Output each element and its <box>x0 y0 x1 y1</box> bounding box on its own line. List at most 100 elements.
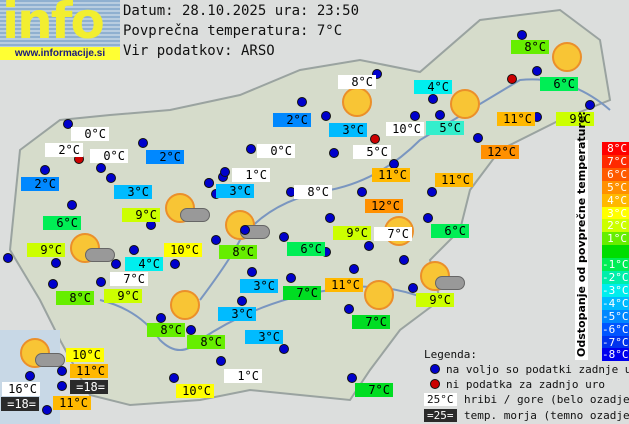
station-dot-icon[interactable] <box>25 371 35 381</box>
river <box>199 78 611 301</box>
station-dot-icon[interactable] <box>63 119 73 129</box>
station-dot-icon[interactable] <box>240 225 250 235</box>
station-dot-icon[interactable] <box>297 97 307 107</box>
station-dot-icon[interactable] <box>286 273 296 283</box>
average-temperature: Povprečna temperatura: 7°C <box>123 23 343 39</box>
station-dot-icon[interactable] <box>372 69 382 79</box>
station-dot-icon[interactable] <box>42 405 52 415</box>
temperature-label: 9°C <box>122 208 160 222</box>
temperature-label: 11°C <box>70 364 108 378</box>
scale-cell: -5°C <box>602 309 629 323</box>
station-dot-icon[interactable] <box>435 110 445 120</box>
legend-red-dot-icon <box>430 379 440 389</box>
temperature-label: 3°C <box>114 185 152 199</box>
temperature-label: 11°C <box>53 396 91 410</box>
temperature-label: 5°C <box>353 145 391 159</box>
station-dot-icon[interactable] <box>399 255 409 265</box>
station-dot-icon[interactable] <box>220 167 230 177</box>
station-dot-icon[interactable] <box>40 165 50 175</box>
station-dot-icon[interactable] <box>532 66 542 76</box>
station-missing-dot-icon[interactable] <box>370 134 380 144</box>
sun-icon <box>342 87 372 117</box>
temperature-label: 6°C <box>431 224 469 238</box>
station-dot-icon[interactable] <box>51 258 61 268</box>
station-dot-icon[interactable] <box>204 178 214 188</box>
station-dot-icon[interactable] <box>517 30 527 40</box>
legend-title: Legenda: <box>424 348 477 361</box>
scale-cell: 3°C <box>602 206 629 220</box>
temperature-label: =18= <box>70 380 108 394</box>
station-dot-icon[interactable] <box>329 148 339 158</box>
station-dot-icon[interactable] <box>57 366 67 376</box>
station-dot-icon[interactable] <box>344 304 354 314</box>
station-dot-icon[interactable] <box>170 259 180 269</box>
station-dot-icon[interactable] <box>427 187 437 197</box>
temperature-label: 2°C <box>273 113 311 127</box>
temperature-label: 12°C <box>365 199 403 213</box>
station-dot-icon[interactable] <box>246 144 256 154</box>
temperature-label: 7°C <box>352 315 390 329</box>
temperature-label: 6°C <box>540 77 578 91</box>
scale-cell: -2°C <box>602 271 629 284</box>
temperature-label: 11°C <box>325 278 363 292</box>
scale-cell: 1°C <box>602 232 629 246</box>
cloud-icon <box>85 248 115 262</box>
temperature-label: 2°C <box>146 150 184 164</box>
temperature-label: 0°C <box>257 144 295 158</box>
temperature-label: 4°C <box>125 257 163 271</box>
temperature-label: 9°C <box>27 243 65 257</box>
station-dot-icon[interactable] <box>428 94 438 104</box>
scale-cell: 4°C <box>602 193 629 207</box>
temperature-label: 0°C <box>90 149 128 163</box>
station-dot-icon[interactable] <box>216 356 226 366</box>
temperature-label: 8°C <box>338 75 376 89</box>
station-dot-icon[interactable] <box>96 163 106 173</box>
station-dot-icon[interactable] <box>156 313 166 323</box>
station-dot-icon[interactable] <box>321 111 331 121</box>
station-dot-icon[interactable] <box>186 325 196 335</box>
scale-cell: 2°C <box>602 219 629 233</box>
station-missing-dot-icon[interactable] <box>507 74 517 84</box>
legend-hill-text: hribi / gore (belo ozadje) <box>464 393 629 406</box>
temperature-label: 9°C <box>416 293 454 307</box>
logo-url[interactable]: www.informacije.si <box>0 47 120 60</box>
station-dot-icon[interactable] <box>423 213 433 223</box>
temperature-label: 4°C <box>414 80 452 94</box>
station-dot-icon[interactable] <box>410 111 420 121</box>
temperature-label: 7°C <box>355 383 393 397</box>
station-dot-icon[interactable] <box>408 283 418 293</box>
station-dot-icon[interactable] <box>57 381 67 391</box>
station-dot-icon[interactable] <box>585 100 595 110</box>
temperature-label: 10°C <box>386 122 424 136</box>
station-dot-icon[interactable] <box>237 296 247 306</box>
station-dot-icon[interactable] <box>48 279 58 289</box>
legend-missing: ni podatka za zadnjo uro <box>446 378 605 391</box>
station-dot-icon[interactable] <box>279 344 289 354</box>
station-dot-icon[interactable] <box>247 267 257 277</box>
sun-icon <box>450 89 480 119</box>
cloud-icon <box>435 276 465 290</box>
temperature-label: 1°C <box>232 168 270 182</box>
temperature-label: 10°C <box>66 348 104 362</box>
temperature-label: 3°C <box>245 330 283 344</box>
station-dot-icon[interactable] <box>67 200 77 210</box>
station-dot-icon[interactable] <box>169 373 179 383</box>
station-dot-icon[interactable] <box>211 235 221 245</box>
logo[interactable]: info www.informacije.si <box>0 0 120 60</box>
station-dot-icon[interactable] <box>106 173 116 183</box>
station-dot-icon[interactable] <box>364 241 374 251</box>
station-dot-icon[interactable] <box>138 138 148 148</box>
station-dot-icon[interactable] <box>96 277 106 287</box>
station-dot-icon[interactable] <box>3 253 13 263</box>
station-dot-icon[interactable] <box>129 245 139 255</box>
station-dot-icon[interactable] <box>111 259 121 269</box>
temperature-label: 2°C <box>45 143 83 157</box>
temperature-label: 9°C <box>104 289 142 303</box>
station-dot-icon[interactable] <box>349 264 359 274</box>
station-dot-icon[interactable] <box>357 187 367 197</box>
station-dot-icon[interactable] <box>473 133 483 143</box>
station-dot-icon[interactable] <box>279 232 289 242</box>
station-dot-icon[interactable] <box>325 213 335 223</box>
station-dot-icon[interactable] <box>347 373 357 383</box>
temperature-label: 6°C <box>43 216 81 230</box>
